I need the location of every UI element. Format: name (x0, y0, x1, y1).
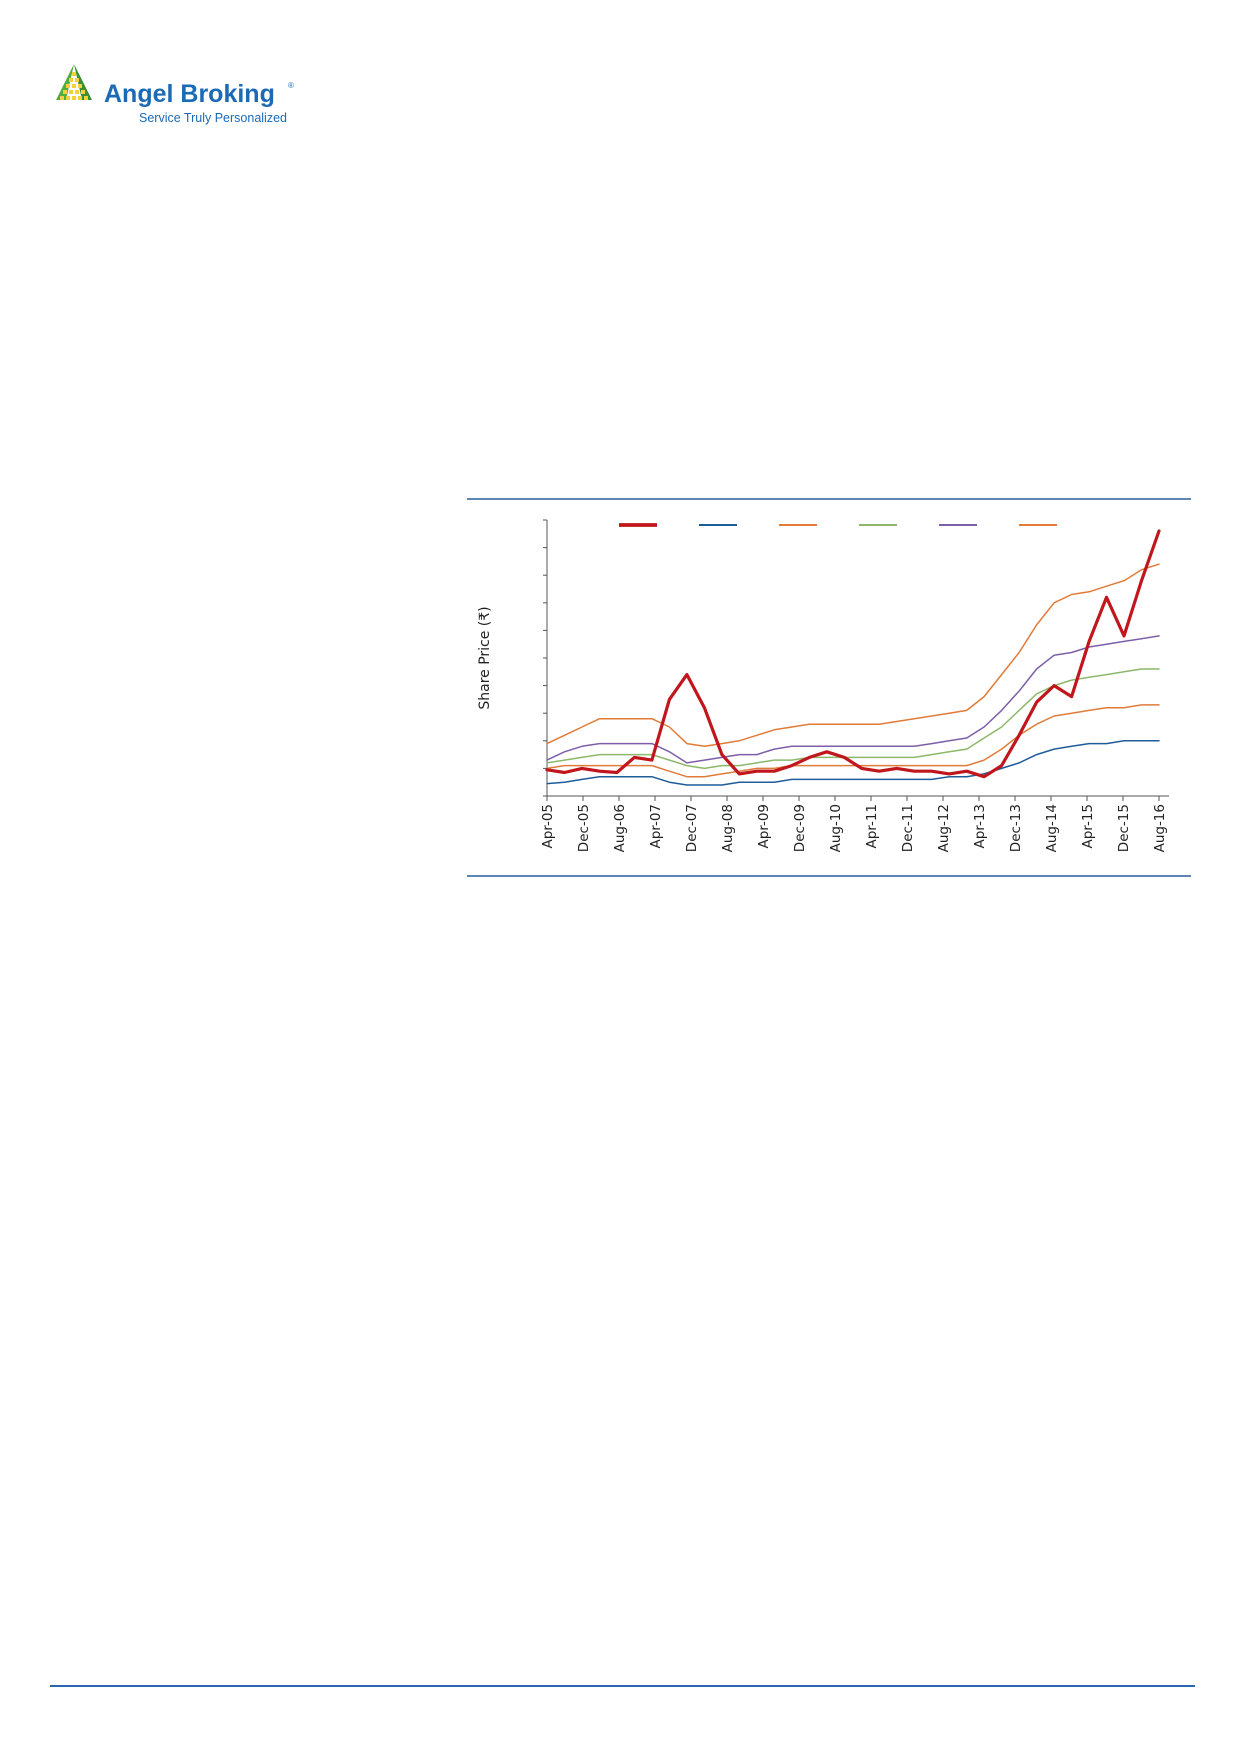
x-tick-label: Dec-11 (900, 804, 916, 852)
share-price-chart: Apr-05 Dec-05 Aug-06 Apr-07 Dec-07 Aug-08 Apr-… (467, 498, 1191, 880)
brand-registered-mark: ® (288, 81, 294, 90)
series-line-share-price (545, 529, 1161, 779)
x-tick-label: Apr-11 (864, 804, 880, 849)
series-line-band-4 (546, 635, 1160, 764)
y-axis-label: Share Price (₹) (477, 606, 493, 709)
x-tick-label: Dec-13 (1008, 804, 1024, 852)
angel-broking-logo: Angel Broking ® Service Truly Personaliz… (56, 64, 294, 125)
x-tick-label: Dec-09 (792, 804, 808, 852)
series-line-band-3 (546, 668, 1160, 770)
x-tick-label: Aug-14 (1044, 804, 1060, 852)
x-tick-label: Aug-16 (1152, 804, 1168, 852)
series-line-band-5 (546, 563, 1160, 748)
brand-name: Angel Broking (104, 80, 275, 108)
footer-rule (50, 1685, 1195, 1687)
x-tick-label: Aug-12 (936, 804, 952, 852)
x-tick-label: Apr-05 (540, 804, 556, 849)
x-tick-label: Apr-09 (756, 804, 772, 849)
series-line-band-2 (546, 704, 1160, 778)
share-price-chart-svg: Apr-05 Dec-05 Aug-06 Apr-07 Dec-07 Aug-08 Apr-… (467, 498, 1191, 877)
x-tick-label: Dec-05 (576, 804, 592, 852)
x-tick-label: Apr-07 (648, 804, 664, 849)
series-line-band-1 (546, 740, 1160, 786)
x-tick-label: Dec-07 (684, 804, 700, 852)
x-tick-label: Aug-10 (828, 804, 844, 852)
x-tick-label: Apr-15 (1080, 804, 1096, 849)
brand-tagline: Service Truly Personalized (139, 111, 287, 125)
x-tick-label: Aug-08 (720, 804, 736, 852)
x-tick-label: Aug-06 (612, 804, 628, 852)
x-tick-label: Dec-15 (1116, 804, 1132, 852)
logo-pyramid-icon (56, 64, 92, 100)
x-tick-label: Apr-13 (972, 804, 988, 849)
